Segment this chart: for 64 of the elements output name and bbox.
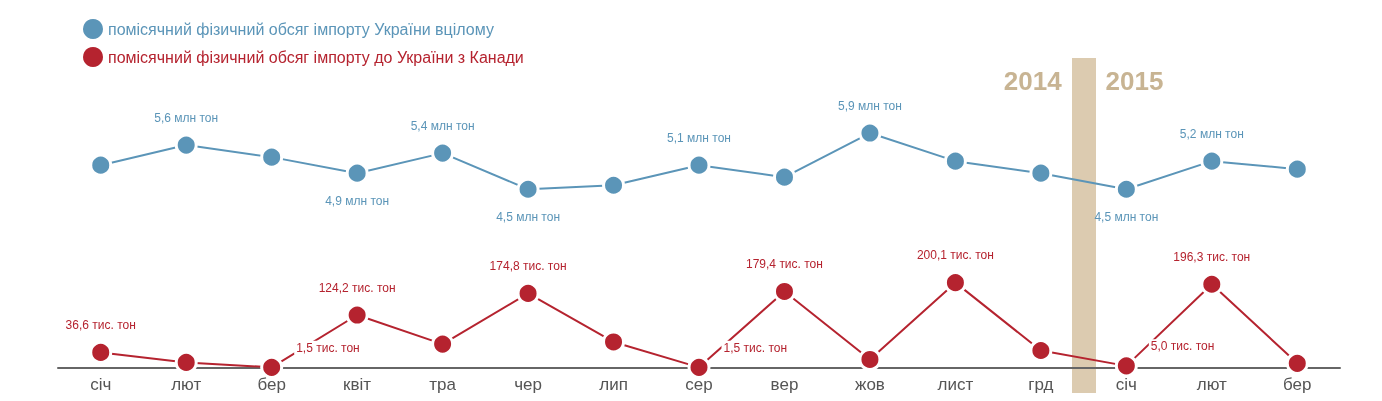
point — [431, 141, 455, 165]
data-label: 1,5 тис. тон — [296, 340, 360, 355]
point — [174, 350, 198, 374]
x-tick-label: жов — [855, 375, 885, 394]
point — [516, 177, 540, 201]
data-label: 5,9 млн тон — [837, 98, 902, 113]
data-label: 5,0 тис. тон — [1150, 339, 1215, 354]
point — [89, 340, 113, 364]
x-tick-label: квіт — [343, 375, 372, 394]
point — [687, 153, 711, 177]
point — [943, 149, 967, 173]
x-tick-label: січ — [1115, 375, 1137, 394]
point — [858, 121, 882, 145]
point — [345, 303, 369, 327]
data-label: 200,1 тис. тон — [916, 248, 994, 263]
point — [1285, 157, 1309, 181]
point — [260, 355, 284, 379]
point — [516, 281, 540, 305]
x-tick-label: лип — [599, 375, 628, 394]
data-label: 4,5 млн тон — [496, 209, 561, 224]
point — [1029, 161, 1053, 185]
legend-label: помісячний фізичний обсяг імпорту до України з Канади — [108, 48, 524, 66]
data-label: 36,6 тис. тон — [65, 317, 136, 332]
data-label: 5,4 млн тон — [410, 118, 475, 133]
point — [89, 153, 113, 177]
legend-label: помісячний фізичний обсяг імпорту України вцілому — [108, 20, 494, 38]
point — [687, 355, 711, 379]
x-tick-label: вер — [770, 375, 799, 394]
data-label: 1,5 тис. тон — [723, 340, 788, 355]
data-label: 174,8 тис. тон — [489, 258, 567, 273]
data-label: 4,9 млн тон — [325, 193, 390, 208]
point — [943, 271, 967, 295]
x-tick-label: бер — [1283, 375, 1312, 394]
x-tick-label: лист — [937, 375, 974, 394]
point — [1114, 177, 1138, 201]
data-label: 124,2 тис. тон — [318, 280, 396, 295]
point — [602, 173, 626, 197]
data-label: 4,5 млн тон — [1094, 209, 1159, 224]
point — [772, 165, 796, 189]
point — [1200, 272, 1224, 296]
x-tick-label: тра — [429, 375, 457, 394]
text: 2015 — [1105, 66, 1164, 96]
x-tick-label: лют — [1196, 375, 1228, 394]
point — [431, 332, 455, 356]
data-label: 179,4 тис. тон — [746, 256, 823, 271]
point — [602, 330, 626, 354]
data-label: 196,3 тис. тон — [1173, 249, 1251, 264]
x-tick-label: чер — [514, 375, 542, 394]
data-label: 5,2 млн тон — [1179, 126, 1244, 141]
point — [1285, 351, 1309, 375]
data-label: 5,1 млн тон — [667, 130, 731, 145]
point — [1029, 339, 1053, 362]
point — [1114, 354, 1138, 378]
x-tick-label: лют — [171, 375, 202, 394]
point — [1200, 149, 1224, 173]
text: 2014 — [1003, 66, 1063, 96]
data-label: 5,6 млн тон — [154, 110, 219, 125]
point — [260, 145, 284, 169]
point — [174, 133, 198, 157]
x-tick-label: сер — [685, 375, 713, 394]
x-tick-label: січ — [90, 375, 112, 394]
x-tick-label: грд — [1028, 375, 1054, 394]
x-tick-label: бер — [257, 375, 286, 394]
point — [345, 161, 369, 185]
